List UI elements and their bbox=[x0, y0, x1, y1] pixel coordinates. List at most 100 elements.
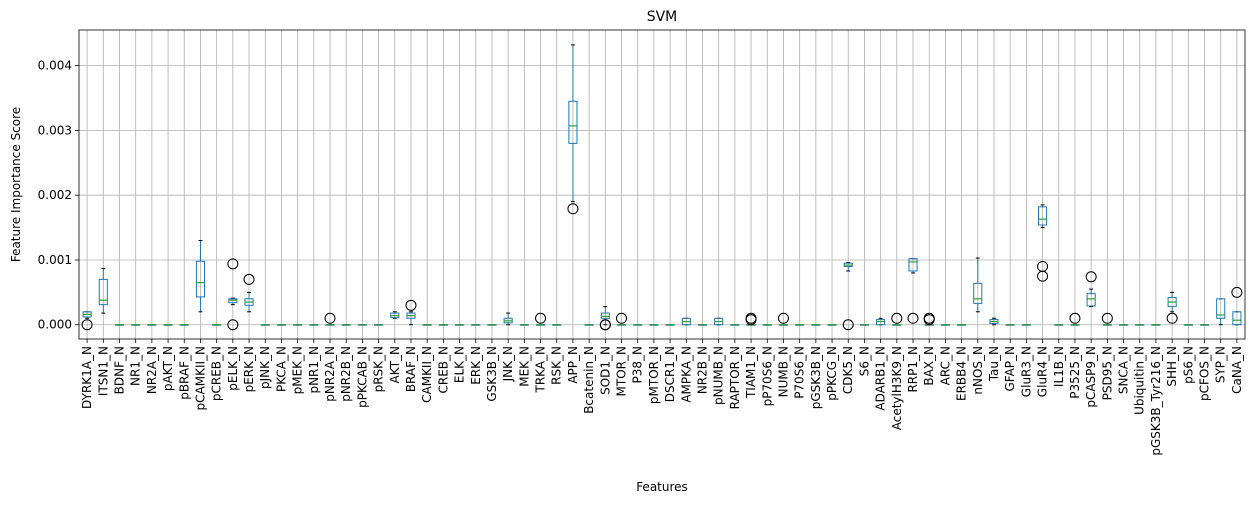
box-CaNA_N bbox=[1231, 286, 1243, 326]
box-ITSN1_N bbox=[98, 267, 108, 314]
box-body bbox=[228, 298, 238, 304]
flier-point bbox=[616, 312, 628, 324]
x-tick-label: PSD95_N bbox=[1100, 346, 1114, 400]
box-pNUMB_N bbox=[714, 317, 724, 326]
box-pNR2B_N bbox=[341, 324, 351, 326]
x-tick-label: NR2A_N bbox=[145, 346, 159, 394]
box-JNK_N bbox=[503, 312, 513, 326]
y-tick-label: 0.004 bbox=[38, 59, 72, 73]
box-SOD1_N bbox=[599, 306, 611, 331]
box-pGSK3B_N bbox=[811, 324, 821, 326]
x-tick-label: GSK3B_N bbox=[485, 346, 499, 402]
box-MTOR_N bbox=[616, 312, 628, 326]
x-tick-label: pGSK3B_N bbox=[809, 346, 823, 409]
flier-point bbox=[567, 203, 579, 215]
y-axis-label: Feature Importance Score bbox=[9, 107, 23, 262]
x-tick-label: pPKCG_N bbox=[825, 346, 839, 401]
box-body bbox=[1232, 311, 1242, 326]
box-MEK_N bbox=[519, 324, 529, 326]
x-tick-label: APP_N bbox=[566, 346, 580, 384]
x-tick-label: nNOS_N bbox=[971, 346, 985, 395]
x-tick-label: NR1_N bbox=[129, 346, 143, 386]
x-tick-label: SOD1_N bbox=[598, 346, 612, 395]
flier-point bbox=[324, 312, 336, 324]
box-NR2A_N bbox=[147, 324, 157, 326]
x-tick-label: P3525_N bbox=[1068, 346, 1082, 399]
x-tick-label: TIAM1_N bbox=[744, 346, 758, 399]
box-RSK_N bbox=[552, 324, 562, 326]
box-Tau_N bbox=[989, 317, 999, 326]
box-pJNK_N bbox=[260, 324, 270, 326]
box-TRKA_N bbox=[535, 312, 547, 326]
box-pAKT_N bbox=[163, 324, 173, 326]
box-NR2B_N bbox=[697, 324, 708, 326]
box-RAPTOR_N bbox=[730, 324, 740, 326]
x-tick-label: Ubiquitin_N bbox=[1133, 346, 1147, 415]
box-Ubiquitin_N bbox=[1135, 324, 1145, 326]
x-tick-label: DSCR1_N bbox=[663, 346, 677, 402]
x-tick-label: Tau_N bbox=[987, 346, 1001, 382]
x-axis-label: Features bbox=[636, 480, 688, 494]
box-pELK_N bbox=[227, 258, 239, 331]
x-tick-label: DYRK1A_N bbox=[80, 346, 94, 409]
x-tick-label: BAX_N bbox=[922, 346, 936, 386]
box-DYRK1A_N bbox=[81, 311, 93, 331]
x-tick-label: CREB_N bbox=[436, 346, 450, 394]
x-tick-label: pBRAF_N bbox=[177, 346, 191, 400]
box-TIAM1_N bbox=[745, 312, 757, 326]
box-CREB_N bbox=[438, 324, 448, 326]
x-tick-label: pCFOS_N bbox=[1198, 346, 1212, 401]
y-tick-label: 0.002 bbox=[38, 188, 72, 202]
x-tick-label: Bcatenin_N bbox=[582, 346, 596, 414]
box-pERK_N bbox=[243, 273, 255, 313]
x-tick-label: GluR4_N bbox=[1036, 346, 1050, 397]
box-Bcatenin_N bbox=[584, 324, 594, 326]
box-pPKCAB_N bbox=[357, 324, 367, 326]
box-pCREB_N bbox=[212, 324, 222, 326]
box-S6_N bbox=[859, 324, 869, 326]
x-tick-label: pAKT_N bbox=[161, 346, 175, 391]
flier-point bbox=[243, 273, 255, 285]
flier-point bbox=[405, 299, 417, 311]
x-tick-label: MTOR_N bbox=[615, 346, 629, 396]
x-tick-label: pMEK_N bbox=[291, 346, 305, 394]
box-ADARB1_N bbox=[876, 317, 886, 326]
x-tick-label: TRKA_N bbox=[534, 346, 548, 394]
x-tick-label: AKT_N bbox=[388, 346, 402, 383]
box-ARC_N bbox=[940, 324, 950, 326]
box-pBRAF_N bbox=[179, 324, 189, 326]
box-pGSK3B_Tyr216_N bbox=[1151, 324, 1161, 326]
x-tick-label: RRP1_N bbox=[906, 346, 920, 393]
box-BRAF_N bbox=[405, 299, 417, 326]
x-tick-label: pCASP9_N bbox=[1084, 346, 1098, 408]
x-tick-label: S6_N bbox=[857, 346, 871, 376]
x-tick-label: pPKCAB_N bbox=[355, 346, 369, 408]
x-tick-label: pNUMB_N bbox=[712, 346, 726, 405]
flier-point bbox=[227, 319, 239, 331]
flier-point bbox=[1037, 270, 1049, 282]
x-tick-label: ELK_N bbox=[453, 346, 467, 383]
box-body bbox=[876, 319, 886, 326]
box-P70S6_N bbox=[795, 324, 805, 326]
box-NR1_N bbox=[131, 324, 141, 326]
x-tick-label: BDNF_N bbox=[112, 346, 126, 394]
x-tick-label: pS6_N bbox=[1181, 346, 1195, 384]
flier-point bbox=[923, 314, 935, 326]
box-body bbox=[973, 282, 983, 304]
x-tick-label: NUMB_N bbox=[776, 346, 790, 397]
box-GluR4_N bbox=[1037, 204, 1049, 282]
box-PSD95_N bbox=[1101, 312, 1113, 326]
y-tick-label: 0.003 bbox=[38, 123, 72, 137]
x-tick-label: GluR3_N bbox=[1019, 346, 1033, 397]
box-BDNF_N bbox=[114, 324, 125, 326]
x-tick-label: JNK_N bbox=[501, 346, 515, 382]
box-CDK5_N bbox=[842, 262, 854, 331]
box-SNCA_N bbox=[1118, 324, 1129, 326]
flier-point bbox=[1085, 271, 1097, 283]
x-tick-label: CDK5_N bbox=[841, 346, 855, 394]
x-tick-label: pNR2B_N bbox=[339, 346, 353, 402]
flier-point bbox=[227, 258, 239, 270]
box-AMPKA_N bbox=[681, 317, 691, 326]
x-tick-label: AcetylH3K9_N bbox=[890, 346, 904, 430]
y-tick-label: 0.000 bbox=[38, 318, 72, 332]
